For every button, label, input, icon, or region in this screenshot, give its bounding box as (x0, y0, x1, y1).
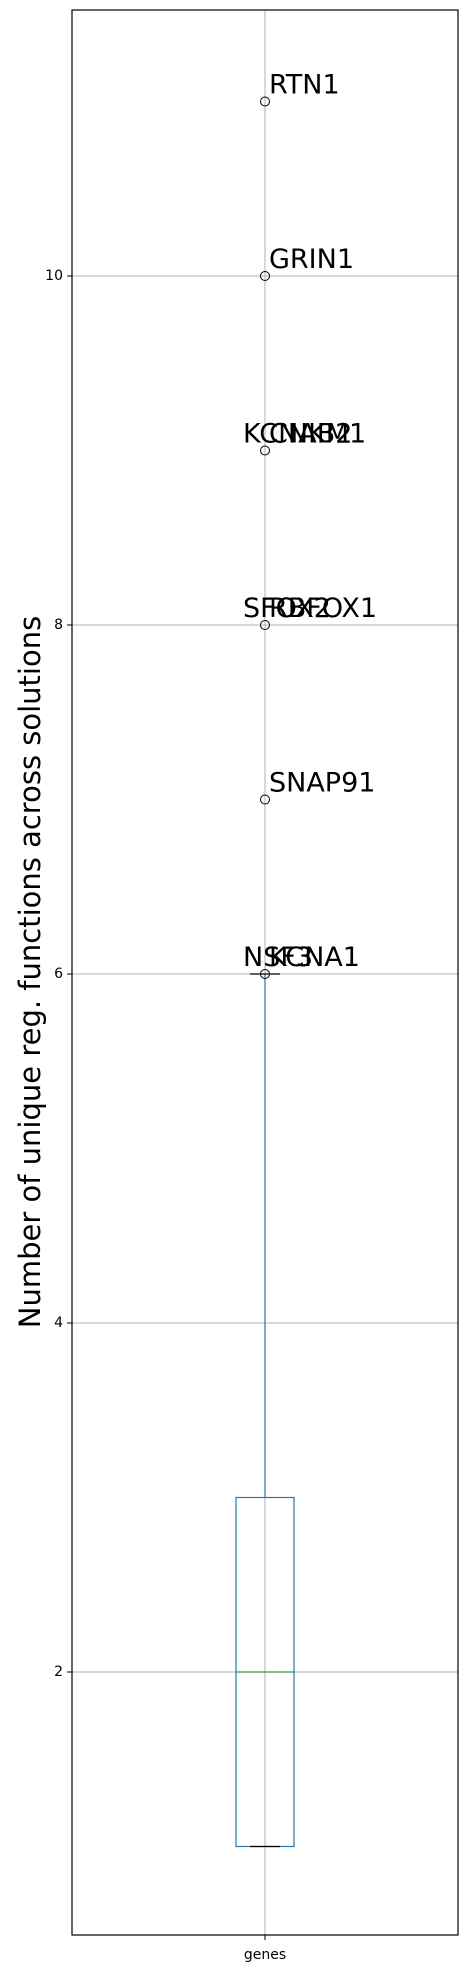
outlier-point (260, 620, 270, 630)
gene-annotation-label: RTN1 (269, 70, 340, 101)
box-layer (235, 973, 295, 1848)
gene-annotation-label: GRIN1 (269, 244, 354, 275)
grid-layer (72, 10, 458, 1935)
outlier-point (260, 969, 270, 979)
outlier-point (260, 96, 270, 107)
y-tick-label: 2 (54, 1664, 63, 1680)
y-axis-title: Number of unique reg. functions across s… (13, 616, 47, 1328)
gene-annotation-label: CNKM1 (269, 419, 366, 450)
axis-layer: 2 4 6 8 10 genes (45, 268, 286, 1963)
outlier-point (260, 271, 270, 281)
x-tick-label: genes (244, 1947, 286, 1963)
y-tick-label: 10 (45, 268, 63, 284)
y-tick-label: 8 (54, 617, 63, 633)
gene-annotation-label: RBFOX1 (269, 593, 377, 624)
gene-annotation-label: KCNA1 (269, 942, 360, 973)
gene-annotation-label: SNAP91 (269, 768, 375, 799)
gene-annotation-label: NSF3 (243, 942, 313, 973)
outlier-point (260, 445, 270, 456)
y-tick-label: 6 (54, 966, 63, 982)
outlier-point (260, 794, 270, 805)
y-tick-label: 4 (54, 1315, 63, 1331)
gene-annotation-label: SFOX2 (243, 593, 331, 624)
gene-annotation-label: KCNAB2 (243, 419, 352, 450)
